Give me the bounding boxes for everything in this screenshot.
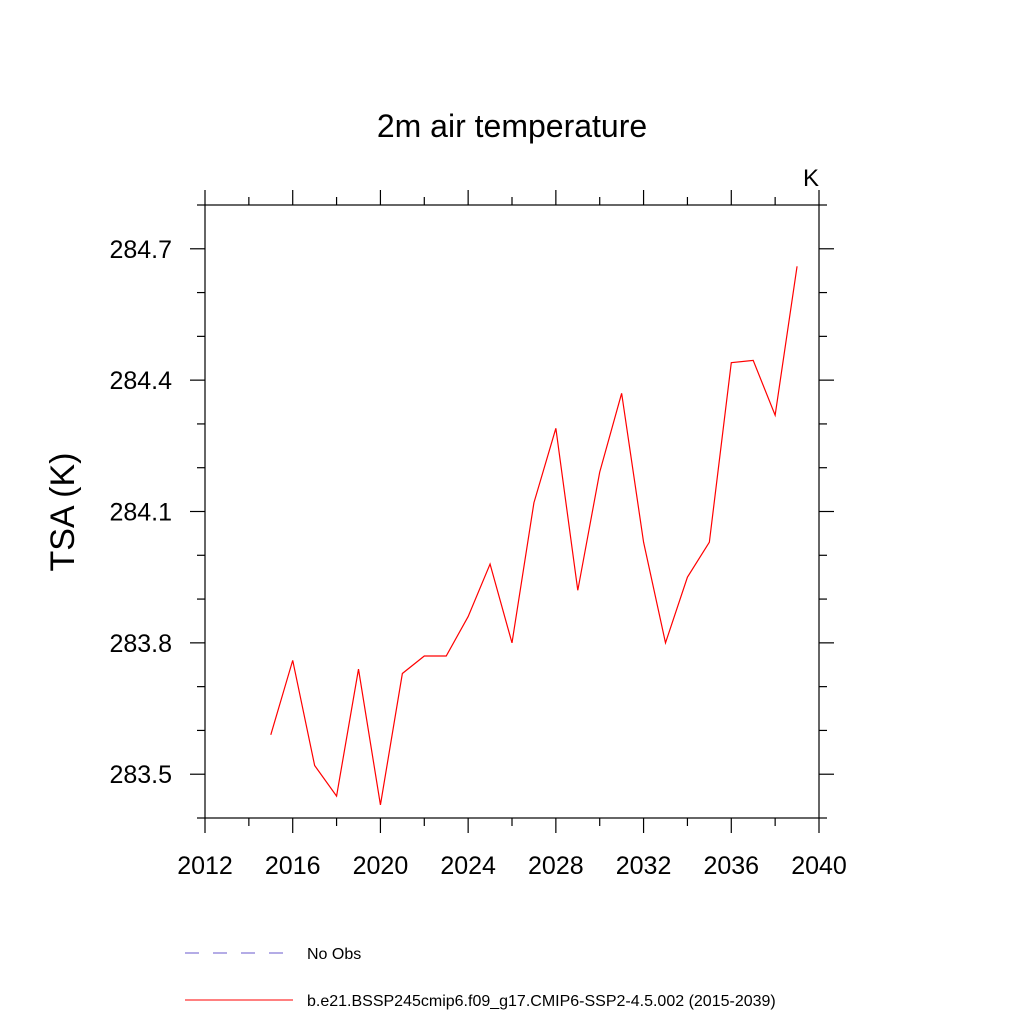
series-layer: [270, 266, 798, 805]
y-tick-label: 284.1: [109, 499, 172, 527]
axis-ticks: [190, 190, 834, 833]
y-tick-label: 283.8: [109, 630, 172, 658]
y-tick-label: 284.4: [109, 367, 172, 395]
x-tick-label: 2040: [791, 852, 847, 880]
legend: No Obs b.e21.BSSP245cmip6.f09_g17.CMIP6-S…: [185, 946, 776, 1010]
legend-label: No Obs: [307, 946, 361, 963]
x-tick-label: 2032: [616, 852, 672, 880]
legend-label: b.e21.BSSP245cmip6.f09_g17.CMIP6-SSP2-4.…: [307, 993, 776, 1010]
y-tick-label: 283.5: [109, 761, 172, 789]
plot-frame: [204, 204, 820, 819]
units-label: K: [803, 165, 819, 192]
series-line: [270, 266, 798, 805]
x-tick-label: 2036: [703, 852, 759, 880]
x-tick-label: 2020: [353, 852, 409, 880]
x-tick-label: 2016: [265, 852, 321, 880]
y-axis-label: TSA (K): [44, 452, 82, 571]
axis-tick-labels: 2012 2016 2020 2024 2028 2032 2036 2040 283.5 283…: [109, 236, 846, 880]
x-tick-label: 2028: [528, 852, 584, 880]
x-tick-label: 2012: [177, 852, 233, 880]
chart-title: 2m air temperature: [377, 108, 647, 144]
y-tick-label: 284.7: [109, 236, 172, 264]
x-tick-label: 2024: [440, 852, 496, 880]
